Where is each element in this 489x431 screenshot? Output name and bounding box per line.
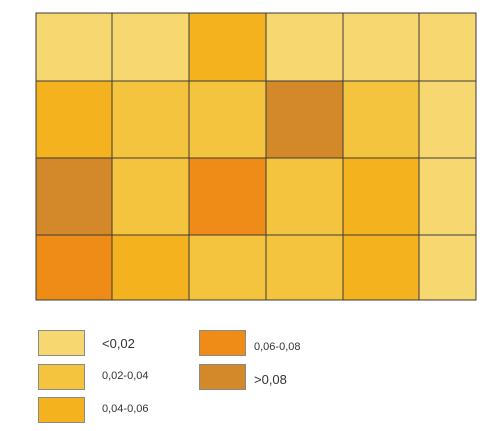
legend-label: >0,08 bbox=[254, 372, 287, 387]
heatmap-cell-r4-c4 bbox=[265, 234, 344, 301]
heatmap-cell-r3-c5 bbox=[342, 157, 420, 236]
heatmap-cell-r2-c3 bbox=[188, 80, 267, 159]
heatmap-cell-r4-c6 bbox=[418, 234, 477, 301]
heatmap-cell-r4-c1 bbox=[35, 234, 113, 301]
heatmap-cell-r2-c2 bbox=[111, 80, 190, 159]
heatmap-cell-r1-c5 bbox=[342, 12, 420, 82]
heatmap-cell-r4-c3 bbox=[188, 234, 267, 301]
legend-swatch bbox=[38, 364, 85, 390]
heatmap-cell-r3-c6 bbox=[418, 157, 477, 236]
heatmap-cell-r1-c3 bbox=[188, 12, 267, 82]
heatmap-cell-r3-c2 bbox=[111, 157, 190, 236]
legend-swatch bbox=[38, 397, 85, 423]
heatmap-cell-r3-c3 bbox=[188, 157, 267, 236]
heatmap-cell-r1-c2 bbox=[111, 12, 190, 82]
heatmap-cell-r3-c4 bbox=[265, 157, 344, 236]
heatmap-cell-r4-c5 bbox=[342, 234, 420, 301]
heatmap-cell-r2-c6 bbox=[418, 80, 477, 159]
legend-label: 0,04-0,06 bbox=[102, 403, 149, 415]
heatmap-cell-r3-c1 bbox=[35, 157, 113, 236]
legend-label: 0,06-0,08 bbox=[254, 341, 301, 353]
legend-label: <0,02 bbox=[102, 336, 135, 351]
heatmap-cell-r1-c6 bbox=[418, 12, 477, 82]
heatmap-cell-r4-c2 bbox=[111, 234, 190, 301]
heatmap-cell-r1-c1 bbox=[35, 12, 113, 82]
heatmap-cell-r2-c4 bbox=[265, 80, 344, 159]
heatmap-cell-r2-c5 bbox=[342, 80, 420, 159]
heatmap-cell-r1-c4 bbox=[265, 12, 344, 82]
legend-label: 0,02-0,04 bbox=[102, 370, 149, 382]
legend-swatch bbox=[199, 330, 246, 356]
heatmap-cell-r2-c1 bbox=[35, 80, 113, 159]
legend-swatch bbox=[199, 364, 246, 390]
legend-swatch bbox=[38, 330, 85, 356]
